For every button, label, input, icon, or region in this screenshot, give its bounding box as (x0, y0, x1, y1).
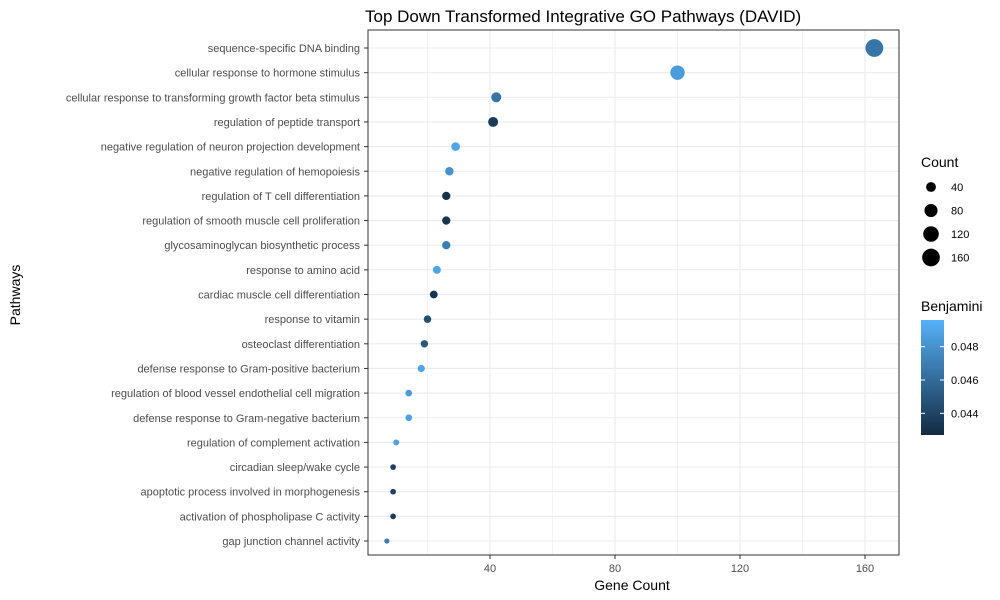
data-point (442, 191, 451, 201)
data-point (451, 142, 460, 151)
y-tick-label: circadian sleep/wake cycle (230, 462, 360, 474)
y-tick-label: glycosaminoglycan biosynthetic process (164, 240, 360, 252)
y-tick-labels: sequence-specific DNA binding cellular re… (66, 43, 368, 548)
legend-benjamini-colorbar (921, 320, 944, 435)
data-point (423, 315, 432, 323)
legend-benjamini-title: Benjamini (921, 298, 982, 314)
data-point (491, 92, 502, 103)
y-tick-label: osteoclast differentiation (242, 339, 360, 351)
y-tick-label: activation of phospholipase C activity (180, 511, 361, 523)
y-tick-label: cellular response to transforming growth… (66, 92, 361, 104)
y-tick-label: regulation of T cell differentiation (202, 191, 360, 203)
legend-count-key (924, 203, 938, 218)
y-tick-label: cardiac muscle cell differentiation (198, 290, 360, 302)
panel-border (367, 29, 900, 556)
legend-count-key (926, 182, 936, 192)
x-tick-label: 80 (609, 563, 621, 575)
grid (368, 30, 899, 555)
data-point (429, 290, 438, 299)
data-point (390, 464, 396, 470)
x-tick-labels: 40 80 120 160 (484, 555, 874, 575)
data-point (488, 116, 499, 127)
data-point (420, 340, 429, 348)
data-point (390, 488, 396, 495)
y-tick-label: negative regulation of hemopoiesis (190, 166, 361, 178)
x-tick-label: 40 (484, 563, 496, 575)
chart-title: Top Down Transformed Integrative GO Path… (365, 7, 801, 26)
legend-benjamini-label: 0.046 (951, 375, 979, 387)
data-point (670, 65, 685, 80)
y-tick-label: response to amino acid (246, 265, 360, 277)
y-tick-label: regulation of peptide transport (214, 117, 360, 129)
x-tick-label: 160 (856, 563, 874, 575)
y-tick-label: regulation of blood vessel endothelial c… (111, 388, 360, 400)
legend-count-label: 160 (951, 253, 969, 265)
data-points (384, 39, 884, 544)
data-point (432, 265, 441, 274)
y-tick-label: gap junction channel activity (222, 536, 360, 548)
y-tick-label: sequence-specific DNA binding (208, 43, 360, 55)
data-point (384, 538, 390, 544)
legend-count-label: 120 (951, 229, 969, 241)
legend-count: Count 40 80 120 160 (921, 154, 969, 267)
data-point (390, 513, 396, 520)
data-point (405, 389, 413, 397)
legend-count-label: 40 (951, 182, 963, 194)
legend-count-key (923, 226, 939, 242)
legend-count-label: 80 (951, 206, 963, 218)
y-tick-label: regulation of complement activation (187, 437, 360, 449)
y-tick-label: response to vitamin (265, 314, 360, 326)
data-point (417, 364, 425, 373)
y-tick-label: regulation of smooth muscle cell prolife… (142, 216, 360, 228)
data-point (442, 216, 451, 225)
x-axis-label: Gene Count (594, 577, 670, 593)
y-tick-label: cellular response to hormone stimulus (175, 68, 361, 80)
legend-benjamini-label: 0.044 (951, 408, 979, 420)
legend-benjamini: Benjamini 0.048 0.046 0.044 (921, 298, 982, 435)
legend-benjamini-label: 0.048 (951, 342, 979, 354)
y-axis-label: Pathways (7, 265, 23, 326)
x-tick-label: 120 (731, 563, 749, 575)
legend-count-title: Count (921, 154, 958, 170)
y-tick-label: defense response to Gram-positive bacter… (137, 363, 360, 375)
y-tick-label: defense response to Gram-negative bacter… (133, 413, 360, 425)
data-point (405, 414, 413, 422)
y-tick-label: negative regulation of neuron projection… (101, 142, 360, 154)
data-point (393, 439, 400, 446)
y-tick-label: apoptotic process involved in morphogene… (140, 487, 360, 499)
data-point (865, 39, 884, 57)
legend-count-key (922, 248, 940, 267)
data-point (445, 167, 454, 176)
data-point (442, 241, 451, 250)
